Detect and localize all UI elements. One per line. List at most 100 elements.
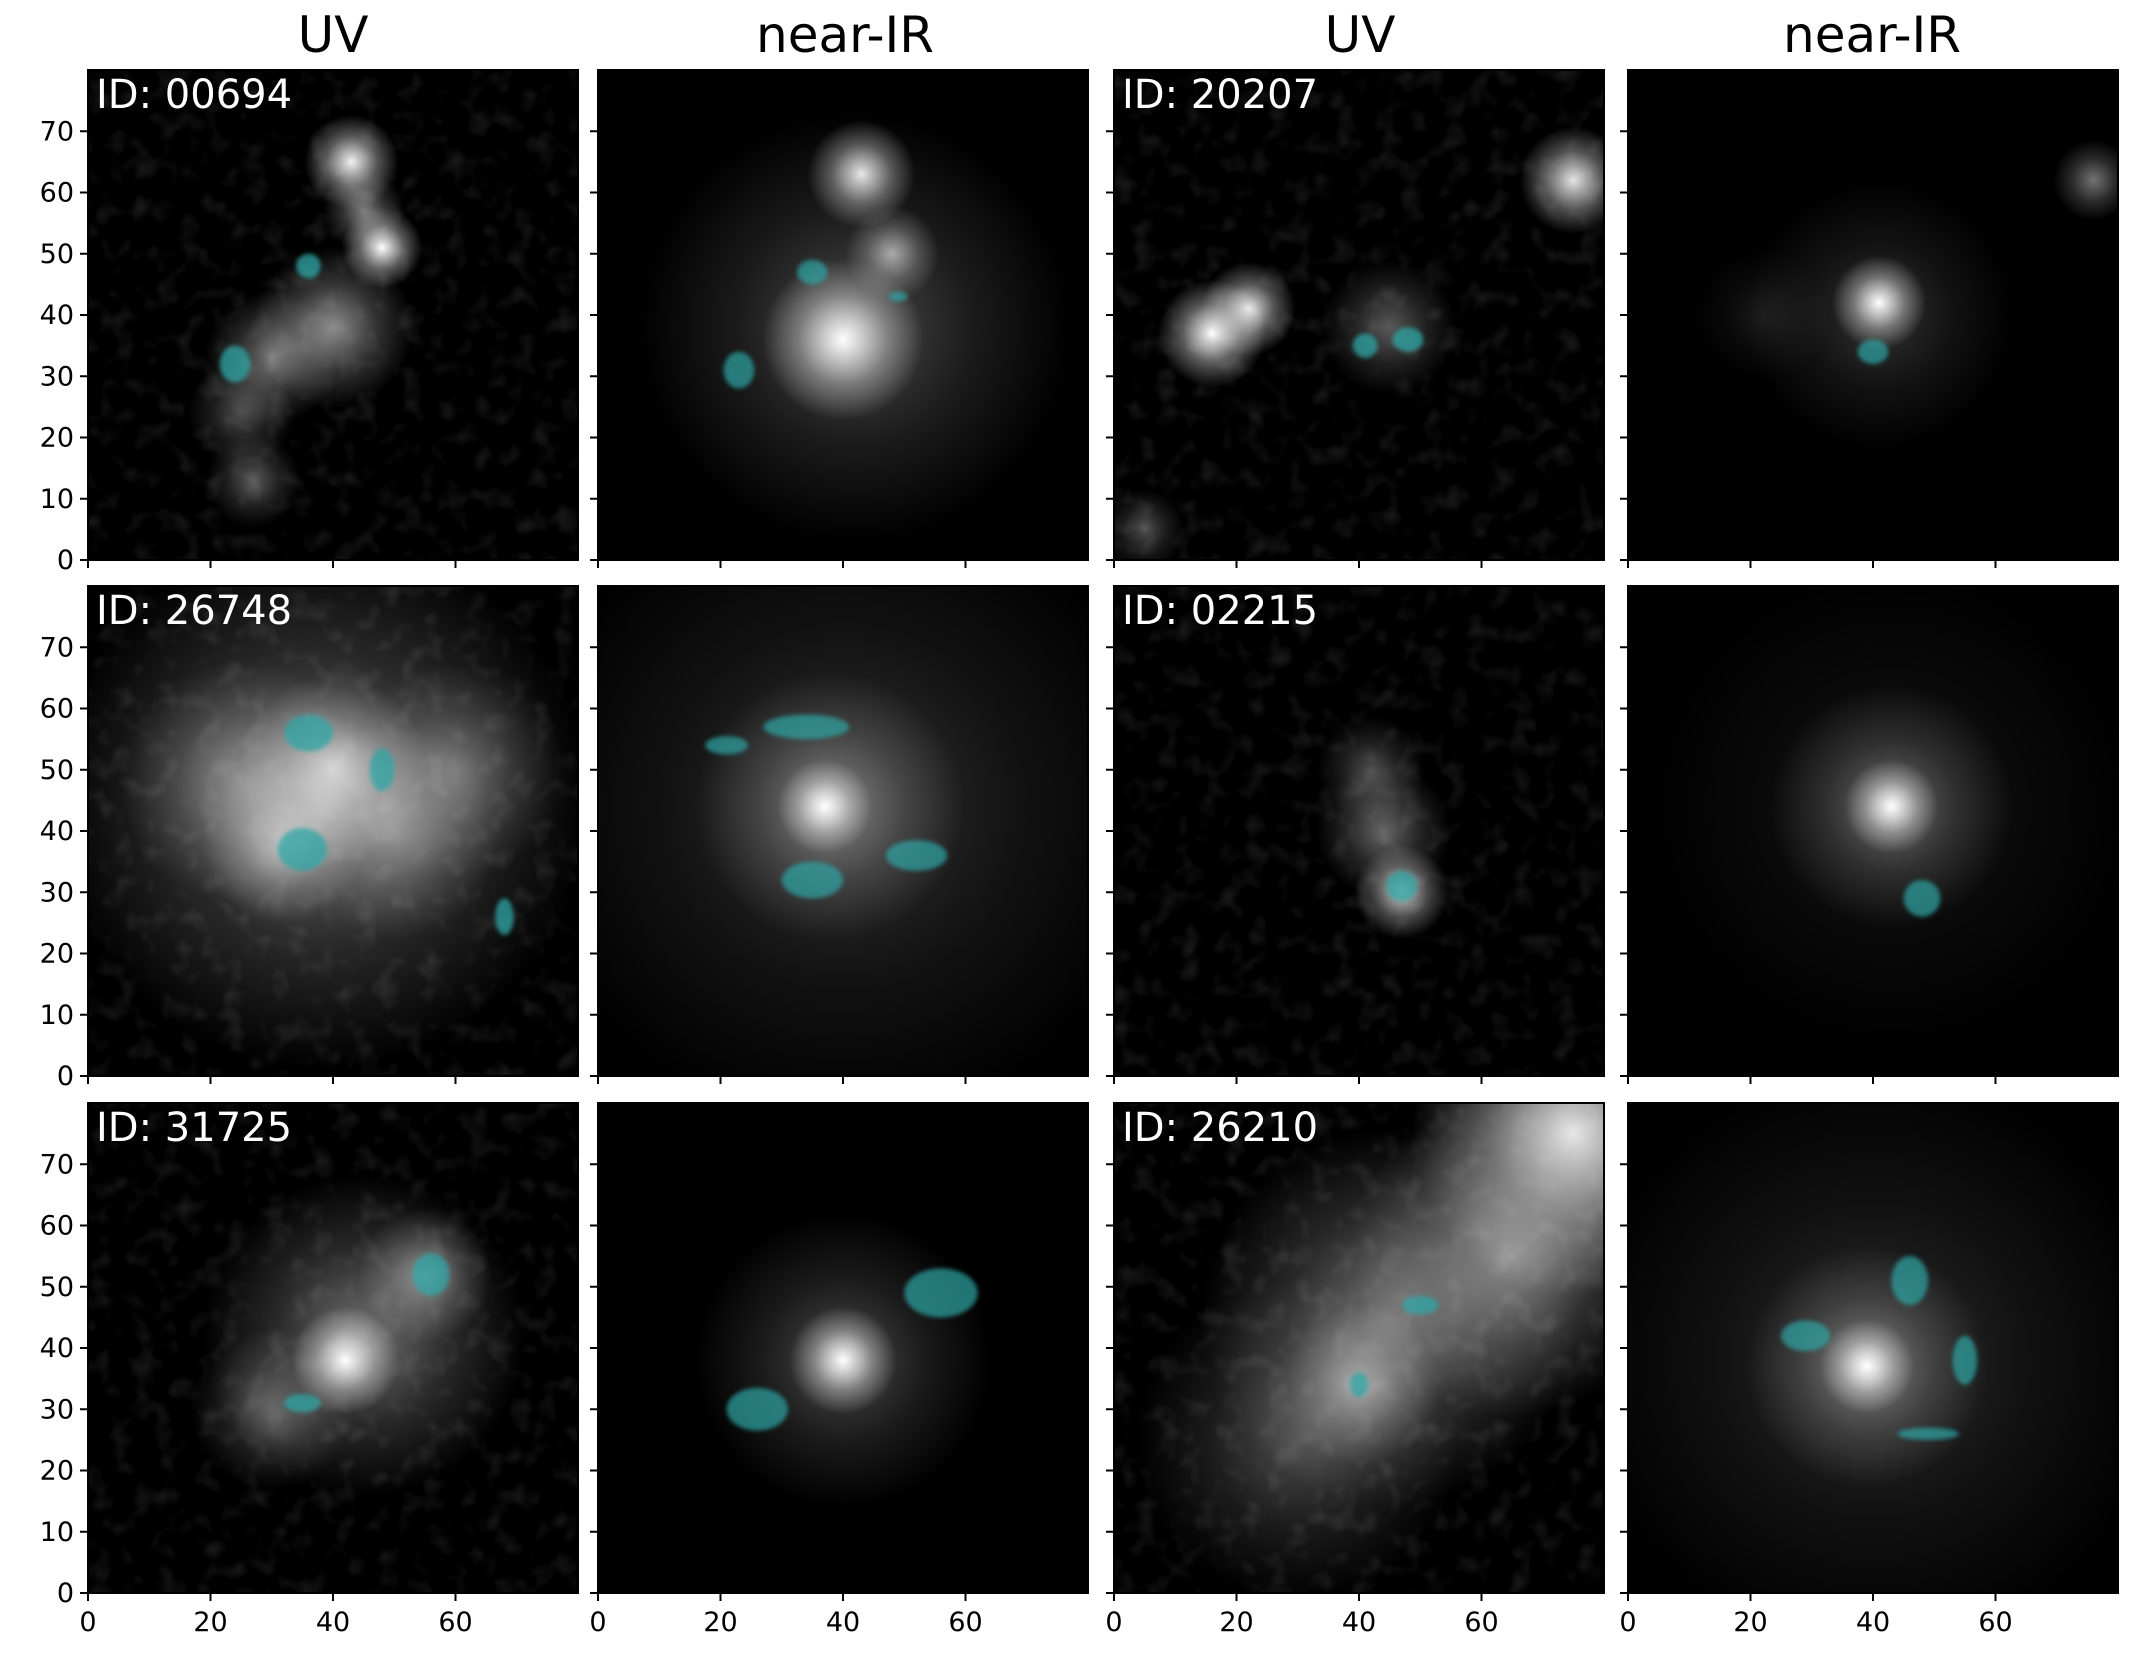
y-tick-label: 70	[40, 632, 74, 663]
star-forming-clump	[1386, 870, 1418, 902]
uv-panel: ID: 20207	[1113, 69, 1605, 561]
light-source	[2053, 139, 2118, 221]
light-source	[119, 660, 363, 904]
light-source	[1628, 1103, 2118, 1593]
y-tick-label: 50	[40, 1272, 74, 1303]
object-id-label: ID: 26210	[1122, 1105, 1318, 1151]
star-forming-clump	[1401, 1295, 1439, 1315]
y-tick-label: 30	[40, 361, 74, 392]
object-id-label: ID: 02215	[1122, 588, 1318, 634]
y-tick-label: 60	[40, 694, 74, 725]
uv-panel: ID: 31725	[87, 1102, 579, 1594]
x-tick-label: 60	[1464, 1607, 1498, 1638]
y-tick-label: 0	[57, 1061, 74, 1092]
uv-panel: ID: 26748	[87, 585, 579, 1077]
x-tick-label: 40	[1342, 1607, 1376, 1638]
y-tick-label: 10	[40, 484, 74, 515]
light-source	[347, 661, 564, 878]
x-tick-label: 40	[1856, 1607, 1890, 1638]
light-source	[1695, 247, 1831, 383]
star-forming-clump	[219, 345, 251, 383]
near-ir-panel	[1627, 69, 2119, 561]
light-source	[206, 433, 301, 528]
light-source	[1744, 180, 2014, 450]
star-forming-clump	[1392, 327, 1424, 352]
light-source	[1519, 126, 1604, 235]
y-tick-label: 50	[40, 239, 74, 270]
star-forming-clump	[284, 714, 333, 752]
star-forming-clump	[1781, 1320, 1831, 1352]
uv-panel: ID: 00694	[87, 69, 579, 561]
column-title-uv-1: UV	[298, 6, 369, 64]
star-forming-clump	[723, 351, 755, 389]
y-tick-label: 40	[40, 300, 74, 331]
star-forming-clump	[781, 861, 843, 899]
light-source	[639, 111, 1071, 543]
y-tick-label: 50	[40, 755, 74, 786]
y-tick-label: 70	[40, 116, 74, 147]
light-source	[1201, 261, 1296, 357]
y-tick-label: 10	[40, 1517, 74, 1548]
x-tick-label: 0	[1619, 1607, 1636, 1638]
object-id-label: ID: 31725	[96, 1105, 292, 1151]
y-tick-label: 30	[40, 1394, 74, 1425]
light-source	[1322, 259, 1457, 395]
x-tick-label: 40	[316, 1607, 350, 1638]
near-ir-panel	[597, 69, 1089, 561]
light-source	[1114, 488, 1186, 560]
y-tick-label: 40	[40, 816, 74, 847]
star-forming-clump	[1903, 880, 1941, 917]
star-forming-clump	[1891, 1256, 1929, 1306]
y-tick-label: 60	[40, 1211, 74, 1242]
light-source	[190, 1328, 353, 1491]
x-tick-label: 60	[1978, 1607, 2012, 1638]
light-source	[323, 170, 405, 252]
x-tick-label: 20	[193, 1607, 227, 1638]
y-tick-label: 0	[57, 1578, 74, 1609]
object-id-label: ID: 26748	[96, 588, 292, 634]
star-forming-clump	[495, 898, 514, 936]
light-source	[1648, 586, 2118, 1049]
star-forming-clump	[885, 840, 948, 871]
star-forming-clump	[1897, 1427, 1959, 1440]
y-tick-label: 70	[40, 1149, 74, 1180]
star-forming-clump	[726, 1387, 788, 1431]
star-forming-clump	[1352, 333, 1378, 358]
star-forming-clump	[296, 253, 321, 279]
x-tick-label: 60	[438, 1607, 472, 1638]
star-forming-clump	[1349, 1372, 1369, 1397]
object-id-label: ID: 00694	[96, 72, 292, 118]
x-tick-label: 0	[589, 1607, 606, 1638]
y-tick-label: 20	[40, 423, 74, 454]
y-tick-label: 10	[40, 1000, 74, 1031]
x-tick-label: 0	[79, 1607, 96, 1638]
light-source	[1136, 1278, 1460, 1593]
y-tick-label: 30	[40, 877, 74, 908]
star-forming-clump	[904, 1268, 978, 1318]
star-forming-clump	[705, 736, 749, 755]
star-forming-clump	[763, 714, 850, 740]
light-source	[694, 1212, 992, 1509]
column-title-uv-2: UV	[1325, 6, 1396, 64]
star-forming-clump	[412, 1253, 450, 1296]
y-tick-label: 60	[40, 178, 74, 209]
light-source	[598, 586, 1088, 1076]
y-tick-label: 0	[57, 545, 74, 576]
x-tick-label: 20	[1733, 1607, 1767, 1638]
star-forming-clump	[888, 291, 908, 302]
x-tick-label: 0	[1105, 1607, 1122, 1638]
y-tick-label: 20	[40, 1456, 74, 1487]
uv-panel: ID: 02215	[1113, 585, 1605, 1077]
column-title-nir-2: near-IR	[1783, 6, 1961, 64]
object-id-label: ID: 20207	[1122, 72, 1318, 118]
star-forming-clump	[797, 259, 828, 285]
star-forming-clump	[284, 1393, 321, 1413]
x-tick-label: 60	[948, 1607, 982, 1638]
x-tick-label: 20	[703, 1607, 737, 1638]
y-tick-label: 20	[40, 939, 74, 970]
column-title-nir-1: near-IR	[756, 6, 934, 64]
star-forming-clump	[277, 827, 327, 871]
star-forming-clump	[1857, 339, 1889, 364]
star-forming-clump	[1952, 1335, 1978, 1385]
